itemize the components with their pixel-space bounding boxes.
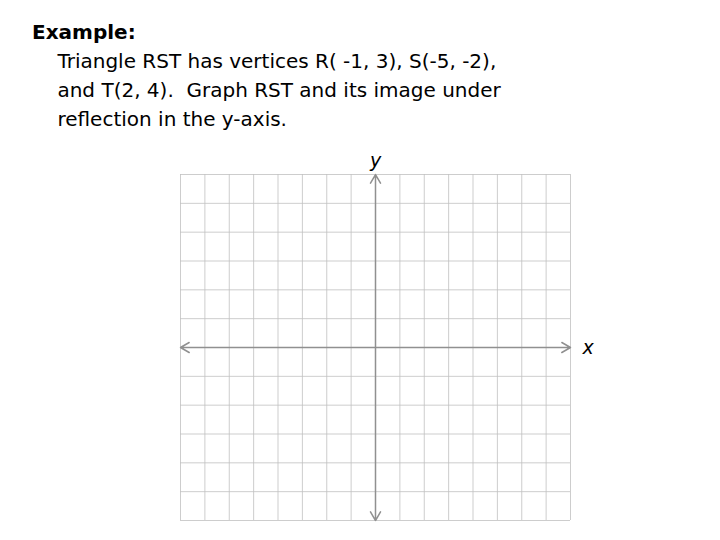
html-text:Example:: Example: [32, 20, 136, 44]
html-text:reflection in the y-axis.: reflection in the y-axis. [32, 107, 287, 131]
svg-text:x: x [582, 336, 595, 358]
html-text:and T(2, 4). Graph RST and its: and T(2, 4). Graph RST and its image und… [32, 78, 501, 102]
html-text:Triangle RST has vertices R( -: Triangle RST has vertices R( -1, 3), S(-… [32, 49, 497, 73]
svg-text:y: y [369, 149, 382, 171]
